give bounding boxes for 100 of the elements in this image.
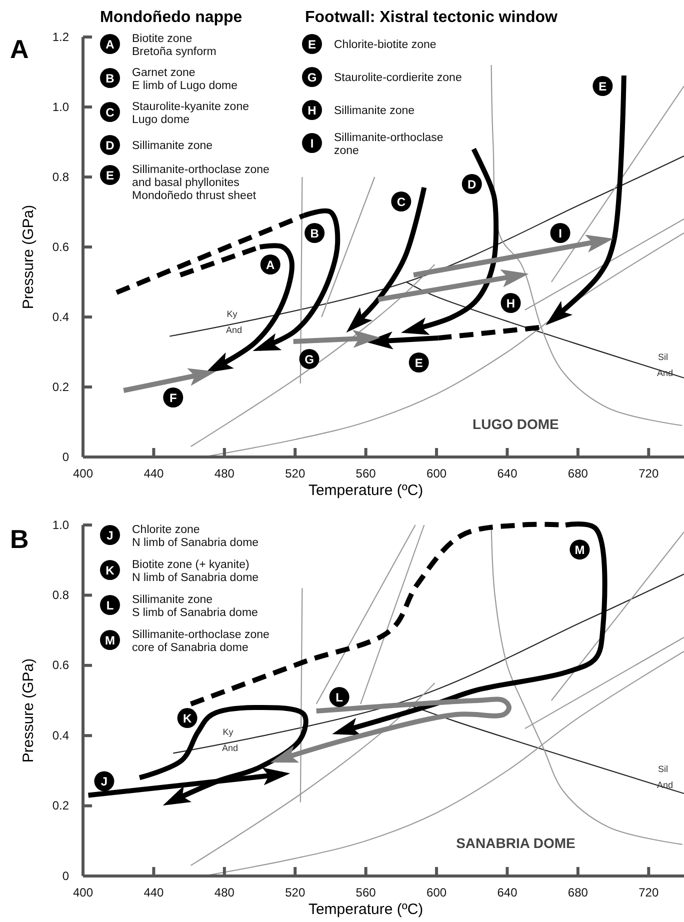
annotation: B	[310, 226, 320, 240]
annotation: Sil	[658, 764, 668, 774]
annotation: C	[396, 195, 406, 209]
letter-badge: H	[302, 100, 322, 120]
letter-badge: E	[408, 352, 429, 372]
y-tick-label: 1.2	[52, 30, 70, 44]
annotation: H	[506, 296, 516, 310]
y-axis-title: Pressure (GPa)	[20, 658, 37, 763]
annotation: B	[106, 72, 115, 86]
annotation: Sillimanite zone S limb of Sanabria dome	[132, 594, 258, 619]
text: Mondoñedo nappe	[100, 9, 242, 26]
annotation: G	[307, 70, 317, 84]
letter-badge: H	[500, 293, 521, 313]
y-tick-label: 0.2	[52, 798, 70, 813]
x-tick-label: 600	[426, 466, 447, 481]
annotation: E	[414, 356, 423, 370]
letter-badge: A	[100, 34, 120, 54]
letter-badge: G	[302, 67, 322, 87]
letter-badge: M	[100, 630, 120, 650]
annotation: A	[106, 38, 115, 52]
letter-badge: A	[260, 254, 280, 274]
x-tick-label: 680	[568, 466, 588, 481]
annotation: E	[598, 80, 607, 94]
annotation: L	[336, 690, 343, 704]
x-tick-label: 720	[638, 886, 659, 900]
annotation: Sillimanite zone	[334, 105, 415, 117]
y-tick-label: 0.8	[52, 588, 70, 602]
annotation: Sil	[658, 352, 668, 362]
letter-badge: C	[100, 102, 120, 122]
text: Footwall: Xistral tectonic window	[305, 9, 558, 26]
letter-badge: I	[550, 223, 570, 243]
annotation: A	[266, 258, 276, 272]
x-tick-label: 440	[144, 886, 164, 900]
letter-badge: L	[100, 595, 120, 615]
y-axis-title: Pressure (GPa)	[20, 204, 37, 310]
letter-badge: E	[100, 165, 120, 185]
annotation: M	[574, 543, 585, 558]
annotation: Sillimanite-orthoclase zone	[334, 132, 444, 157]
annotation: Ky	[222, 727, 234, 737]
letter-badge: M	[570, 540, 590, 560]
x-tick-label: 560	[356, 886, 376, 900]
annotation: I	[310, 136, 314, 150]
letter-badge: G	[299, 349, 320, 369]
letter-badge: B	[304, 223, 325, 243]
letter-badge: E	[302, 34, 322, 54]
y-tick-label: 0	[62, 450, 70, 464]
letter-badge: C	[391, 192, 412, 212]
y-tick-label: 0.4	[52, 728, 70, 742]
letter-badge: I	[302, 133, 322, 153]
letter-badge: F	[163, 388, 184, 408]
annotation: And	[656, 780, 674, 790]
y-tick-label: 0.4	[52, 310, 70, 324]
annotation: Biotite zone Bretoña synform	[132, 33, 216, 58]
annotation: SANABRIA DOME	[456, 835, 576, 851]
annotation: Garnet zone E limb of Lugo dome	[132, 67, 238, 92]
x-tick-label: 640	[497, 466, 518, 481]
x-tick-label: 440	[144, 466, 164, 481]
letter-badge: D	[462, 174, 482, 194]
x-tick-label: 400	[72, 466, 94, 481]
y-tick-label: 1.0	[52, 518, 70, 532]
annotation: And	[222, 743, 238, 753]
letter-badge: L	[329, 687, 350, 707]
annotation: L	[106, 598, 114, 612]
y-tick-label: 0.6	[52, 658, 70, 672]
annotation: And	[226, 325, 242, 335]
x-axis-title: Temperature (ºC)	[308, 901, 424, 918]
annotation: J	[106, 528, 114, 542]
letter-badge: K	[177, 708, 198, 728]
annotation: H	[308, 104, 316, 118]
annotation: D	[468, 178, 477, 192]
x-tick-label: 520	[285, 466, 306, 481]
letter-badge: K	[100, 560, 120, 580]
annotation: M	[105, 634, 115, 648]
x-tick-label: 480	[214, 886, 235, 900]
letter-badge: E	[592, 76, 613, 96]
letter-badge: D	[100, 135, 120, 155]
x-tick-label: 520	[285, 886, 306, 900]
x-tick-label: 480	[214, 466, 235, 481]
letter-badge: J	[94, 771, 114, 792]
letter-badge: B	[100, 68, 120, 88]
y-tick-label: 0.8	[52, 170, 70, 184]
annotation: E	[106, 168, 114, 182]
annotation: E	[308, 38, 316, 52]
annotation: K	[182, 712, 192, 726]
annotation: I	[558, 226, 562, 240]
annotation: Sillimanite-orthoclase zone core of Sanabria dome	[132, 629, 270, 654]
annotation: Chlorite zone N limb of Sanabria dome	[132, 524, 259, 549]
x-tick-label: 400	[72, 886, 94, 900]
x-tick-label: 720	[638, 466, 659, 481]
x-tick-label: 680	[568, 886, 588, 900]
annotation: K	[106, 564, 115, 578]
x-axis-title: Temperature (ºC)	[308, 482, 424, 499]
annotation: Staurolite-kyanite zone Lugo dome	[132, 101, 249, 126]
x-tick-label: 560	[356, 466, 376, 481]
letter-badge: J	[100, 525, 120, 545]
annotation: Sillimanite zone	[132, 140, 213, 152]
annotation: Sillimanite-orthoclase zone and basal phyllonites Mondoñedo thrust sheet	[132, 164, 270, 202]
annotation: F	[169, 391, 177, 405]
annotation: Staurolite-cordierite zone	[334, 72, 462, 84]
chart-title: B	[10, 524, 29, 554]
